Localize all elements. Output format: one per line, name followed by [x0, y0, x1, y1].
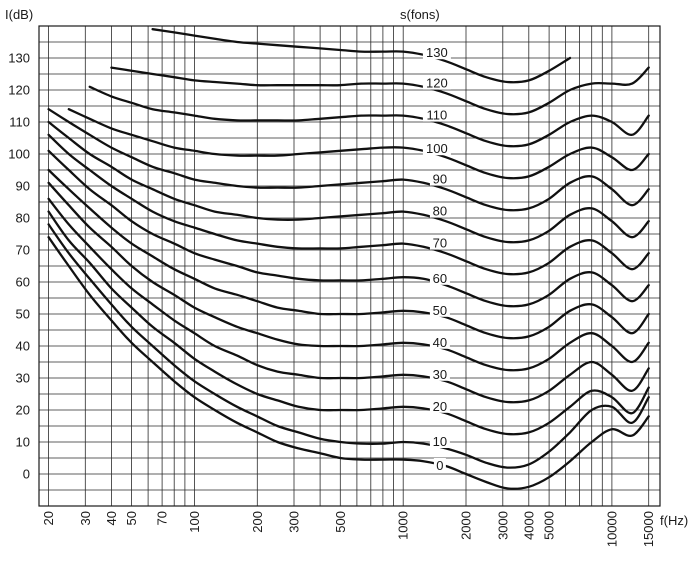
- x-tick-label: 2000: [459, 511, 474, 540]
- curve-40-phon: [47, 181, 650, 372]
- curve-110-phon: [88, 85, 650, 148]
- y-tick-label: 10: [16, 435, 30, 450]
- curve-label: 130: [426, 45, 448, 60]
- curve-label: 30: [433, 367, 447, 382]
- curve-60-phon: [47, 149, 650, 308]
- y-tick-label: 90: [16, 179, 30, 194]
- curve-label-bg: [429, 398, 450, 413]
- y-axis-label: I(dB): [5, 7, 33, 22]
- x-tick-label: 5000: [542, 511, 557, 540]
- x-tick-label: 10000: [604, 511, 619, 547]
- curve-label-bg: [429, 366, 450, 381]
- y-tick-label: 50: [16, 307, 30, 322]
- y-tick-label: 120: [8, 83, 30, 98]
- curve-label: 50: [433, 303, 447, 318]
- y-tick-labels: 0 10 20 30 40 50 60 70 80 90 100 110 120 130: [8, 51, 30, 482]
- curve-label-bg: [433, 458, 446, 472]
- x-tick-label: 40: [104, 511, 119, 525]
- y-tick-label: 130: [8, 51, 30, 66]
- x-tick-label: 4000: [521, 511, 536, 540]
- x-tick-label: 500: [333, 511, 348, 533]
- y-tick-label: 0: [23, 467, 30, 482]
- x-axis-label: f(Hz): [660, 513, 688, 528]
- curve-label-bg: [429, 171, 450, 186]
- curve-20-phon: [47, 210, 650, 436]
- x-tick-label: 30: [78, 511, 93, 525]
- curve-label: 40: [433, 335, 447, 350]
- curve-0-phon: [47, 236, 650, 490]
- curve-label-bg: [429, 270, 450, 285]
- curve-label-bg: [422, 45, 451, 60]
- curve-label: 20: [433, 399, 447, 414]
- x-tick-label: 300: [287, 511, 302, 533]
- y-tick-label: 110: [9, 115, 30, 130]
- y-tick-label: 60: [16, 275, 30, 290]
- curve-label: 0: [436, 458, 443, 473]
- plot-frame: [38, 25, 661, 507]
- curve-100-phon: [67, 108, 650, 180]
- y-tick-label: 20: [16, 403, 30, 418]
- y-tick-label: 70: [16, 243, 30, 258]
- x-tick-label: 200: [250, 511, 265, 533]
- curve-label: 100: [426, 141, 448, 156]
- curve-70-phon: [47, 133, 650, 276]
- curve-label-bg: [429, 334, 450, 349]
- curve-label-bg: [429, 203, 450, 218]
- curve-label: 70: [433, 236, 447, 251]
- x-tick-labels: 20 30 40 50 70 100 200 300 500 1000 2000 3000 4000 50…: [41, 511, 656, 547]
- curve-30-phon: [47, 197, 650, 404]
- grid: [39, 26, 660, 506]
- curve-label-bg: [422, 141, 451, 156]
- y-tick-label: 40: [16, 339, 30, 354]
- y-tick-label: 30: [16, 371, 30, 386]
- curve-90-phon: [47, 108, 650, 212]
- x-tick-label: 100: [187, 511, 202, 533]
- curve-label-bg: [429, 235, 450, 250]
- curve-label: 110: [427, 108, 448, 123]
- curve-80-phon: [47, 120, 650, 244]
- x-tick-label: 15000: [641, 511, 656, 547]
- series-label: s(fons): [400, 7, 440, 22]
- curve-120-phon: [110, 66, 650, 116]
- curve-label: 10: [433, 434, 447, 449]
- curve-label: 60: [433, 271, 447, 286]
- curve-label-bg: [422, 75, 451, 90]
- curve-label: 90: [433, 172, 447, 187]
- curve-labels: 0 10 20 30 40 50 60 70 80 90 100 110 120 130: [422, 45, 451, 473]
- x-tick-label: 70: [155, 511, 170, 525]
- curve-label-bg: [429, 302, 450, 317]
- y-tick-label: 80: [16, 211, 30, 226]
- x-tick-label: 3000: [495, 511, 510, 540]
- y-tick-label: 100: [8, 147, 30, 162]
- curve-label: 120: [426, 76, 448, 91]
- curve-label: 80: [433, 204, 447, 219]
- x-tick-label: 1000: [396, 511, 411, 540]
- x-tick-label: 20: [41, 511, 56, 525]
- curve-50-phon: [47, 168, 650, 340]
- curve-label-bg: [429, 434, 450, 448]
- curve-label-bg: [422, 107, 451, 122]
- curve-130-phon: [151, 28, 572, 84]
- curve-10-phon: [47, 223, 650, 469]
- curves: [47, 28, 650, 490]
- x-tick-label: 50: [124, 511, 139, 525]
